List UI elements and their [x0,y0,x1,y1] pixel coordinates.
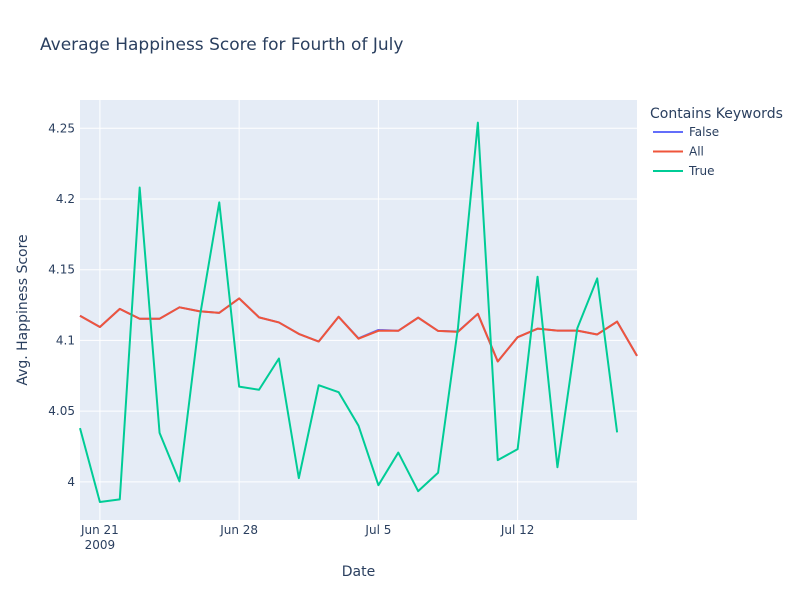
legend-title: Contains Keywords [650,106,783,122]
legend-label-true: True [688,164,715,178]
legend-items: False All True [653,125,719,178]
y-tick-label: 4.2 [56,192,75,206]
series-line-true [79,121,619,504]
x-tick-label: Jun 21 [80,523,119,537]
x-axis-label: Date [342,564,375,580]
x-tick-sublabel: 2009 [85,538,116,552]
y-tick-label: 4.25 [48,121,75,135]
y-axis-ticks: 4 4.05 4.1 4.15 4.2 4.25 [48,121,75,489]
plot-background [80,100,637,520]
y-tick-label: 4.05 [48,404,75,418]
x-tick-label: Jul 12 [500,523,535,537]
series-lines [79,121,638,504]
y-axis-label: Avg. Happiness Score [15,234,31,385]
legend-label-false: False [689,125,719,139]
y-tick-label: 4.1 [56,333,75,347]
chart-title: Average Happiness Score for Fourth of Ju… [40,35,403,55]
y-tick-label: 4.15 [48,263,75,277]
legend: Contains Keywords False All True [650,106,783,178]
x-tick-label: Jun 28 [219,523,258,537]
x-tick-label: Jul 5 [364,523,391,537]
legend-label-all: All [689,145,704,159]
y-tick-label: 4 [67,475,75,489]
series-line-all [79,297,638,363]
